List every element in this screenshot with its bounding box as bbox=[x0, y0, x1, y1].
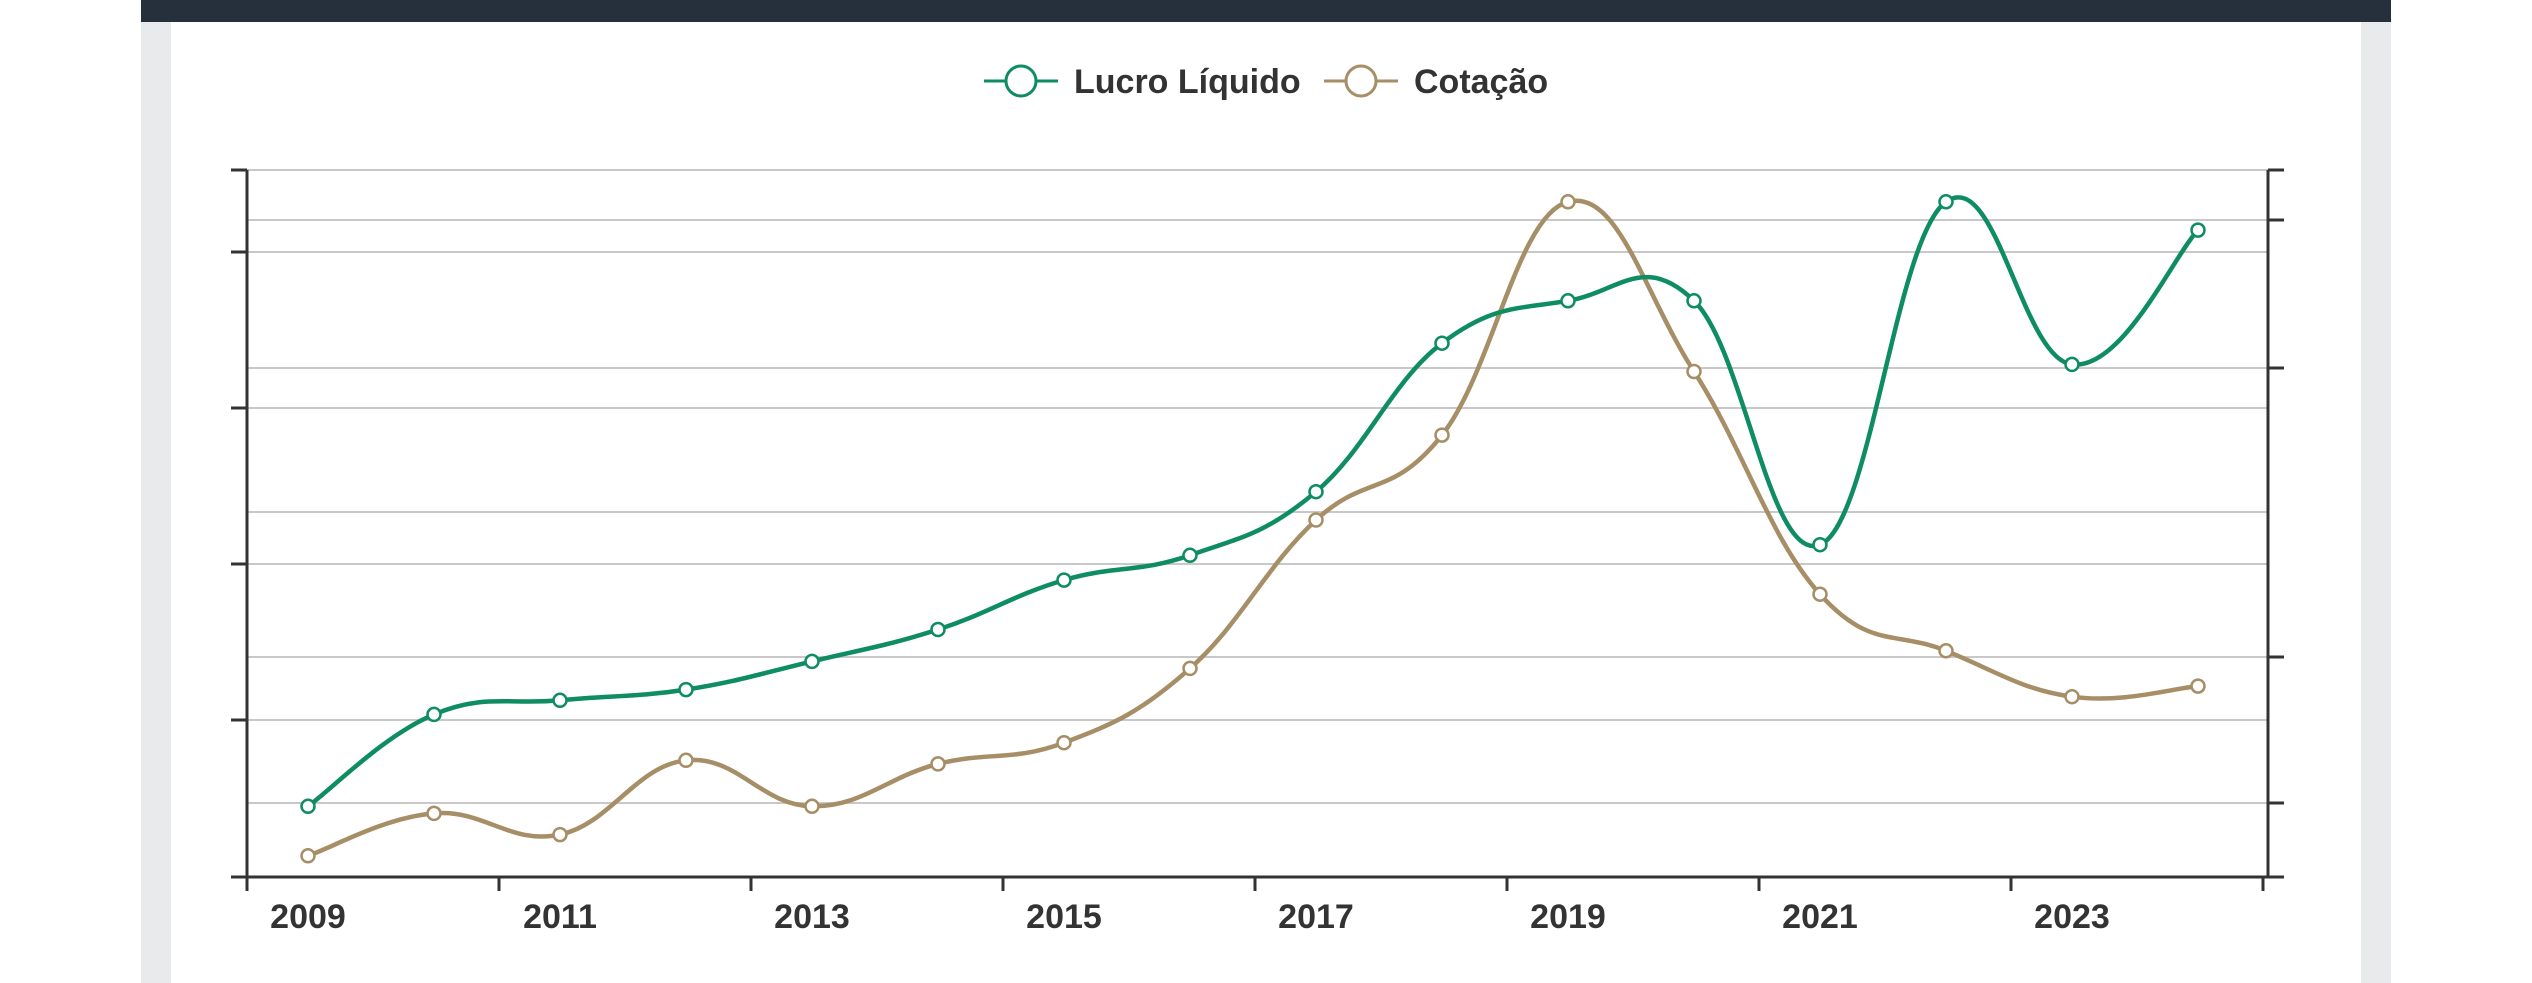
chart-card bbox=[171, 22, 2361, 983]
data-point-lucro[interactable] bbox=[1182, 547, 1198, 564]
data-point-cotacao[interactable] bbox=[2064, 688, 2080, 705]
data-point-cotacao[interactable] bbox=[930, 756, 946, 772]
data-point-lucro[interactable] bbox=[426, 706, 442, 723]
data-point-lucro[interactable] bbox=[1938, 194, 1954, 210]
data-point-lucro[interactable] bbox=[1686, 293, 1702, 309]
data-point-cotacao[interactable] bbox=[1938, 643, 1954, 659]
data-point-cotacao[interactable] bbox=[1812, 586, 1828, 602]
data-point-cotacao[interactable] bbox=[300, 848, 316, 864]
data-point-cotacao[interactable] bbox=[1560, 194, 1576, 210]
data-point-cotacao[interactable] bbox=[1308, 512, 1324, 528]
legend-item-cotacao[interactable]: Cotação bbox=[1324, 63, 1548, 101]
legend: Lucro Líquido Cotação bbox=[984, 63, 1548, 101]
data-point-cotacao[interactable] bbox=[1434, 427, 1450, 443]
x-tick-labels: 2009 2011 2013 2015 2017 2019 2021 2023 bbox=[270, 898, 2110, 936]
legend-item-lucro[interactable]: Lucro Líquido bbox=[984, 63, 1301, 101]
data-point-cotacao[interactable] bbox=[804, 798, 820, 815]
series-lines bbox=[306, 195, 2200, 858]
data-point-cotacao[interactable] bbox=[678, 752, 694, 769]
data-point-lucro[interactable] bbox=[1056, 572, 1072, 588]
x-tick-label: 2013 bbox=[774, 898, 850, 936]
data-point-lucro[interactable] bbox=[678, 681, 694, 698]
data-point-lucro[interactable] bbox=[930, 621, 946, 638]
top-bar bbox=[141, 0, 2391, 22]
data-point-lucro[interactable] bbox=[1434, 335, 1450, 351]
x-tick-label: 2015 bbox=[1026, 898, 1102, 936]
x-tick-label: 2011 bbox=[523, 898, 597, 936]
data-point-lucro[interactable] bbox=[2064, 356, 2080, 373]
data-point-lucro[interactable] bbox=[2190, 222, 2206, 238]
series-line-lucro bbox=[306, 195, 2200, 809]
frame-border-right bbox=[2361, 22, 2391, 983]
grid-lines bbox=[247, 169, 2268, 878]
x-tick-label: 2023 bbox=[2034, 898, 2110, 936]
x-tick-label: 2017 bbox=[1278, 898, 1354, 936]
frame-border-left bbox=[141, 22, 171, 983]
data-point-lucro[interactable] bbox=[552, 692, 568, 709]
data-point-lucro[interactable] bbox=[804, 653, 820, 670]
data-point-cotacao[interactable] bbox=[552, 826, 568, 843]
legend-label-cotacao: Cotação bbox=[1414, 63, 1548, 101]
x-tick-label: 2009 bbox=[270, 898, 346, 936]
data-point-lucro[interactable] bbox=[1308, 483, 1324, 500]
data-point-cotacao[interactable] bbox=[426, 805, 442, 822]
x-tick-label: 2019 bbox=[1530, 898, 1606, 936]
data-point-lucro[interactable] bbox=[300, 798, 316, 815]
data-point-cotacao[interactable] bbox=[2190, 678, 2206, 694]
data-point-lucro[interactable] bbox=[1560, 293, 1576, 309]
data-point-lucro[interactable] bbox=[1812, 536, 1828, 553]
legend-label-lucro: Lucro Líquido bbox=[1074, 63, 1301, 101]
x-tick-label: 2021 bbox=[1782, 898, 1858, 936]
series-points bbox=[300, 194, 2206, 864]
data-point-cotacao[interactable] bbox=[1686, 363, 1702, 380]
data-point-cotacao[interactable] bbox=[1182, 660, 1198, 677]
data-point-cotacao[interactable] bbox=[1056, 734, 1072, 751]
series-line-cotacao bbox=[307, 198, 2199, 858]
axes bbox=[231, 168, 2284, 891]
